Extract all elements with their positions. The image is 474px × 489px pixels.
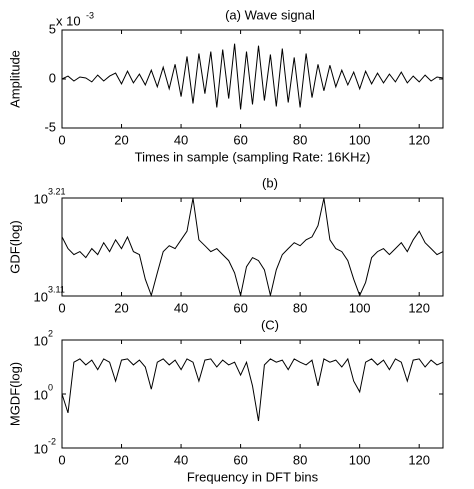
y-multiplier-exponent: -3 (86, 10, 94, 20)
y-axis-label: Amplitude (7, 50, 22, 108)
y-tick-exponent: 2 (48, 328, 53, 338)
x-tick-label: 0 (58, 132, 65, 147)
x-tick-label: 40 (174, 300, 188, 315)
x-tick-label: 0 (58, 452, 65, 467)
chart-title: (C) (261, 317, 279, 332)
x-tick-label: 80 (293, 132, 307, 147)
y-tick-label: 5 (49, 21, 56, 36)
signal-line (61, 357, 444, 422)
x-tick-label: 100 (349, 452, 371, 467)
x-tick-label: 40 (174, 452, 188, 467)
y-multiplier: x 10 (56, 13, 81, 28)
y-tick-label: 0 (49, 70, 56, 85)
x-axis-label: Times in sample (sampling Rate: 16KHz) (135, 149, 371, 164)
signal-line (61, 198, 444, 298)
y-tick-label: 10 (34, 289, 48, 304)
signal-line (61, 43, 444, 110)
x-tick-label: 60 (233, 300, 247, 315)
x-tick-label: 60 (233, 132, 247, 147)
x-tick-label: 20 (114, 300, 128, 315)
y-tick-label: 10 (34, 191, 48, 206)
y-tick-label: 10 (34, 387, 48, 402)
y-tick-exponent: 3.21 (48, 186, 66, 196)
x-tick-label: 100 (349, 300, 371, 315)
x-tick-label: 120 (408, 452, 430, 467)
x-axis-label: Frequency in DFT bins (187, 469, 319, 484)
x-tick-label: 80 (293, 452, 307, 467)
y-tick-label: 10 (34, 441, 48, 456)
y-tick-exponent: -2 (48, 436, 56, 446)
y-axis-label: MGDF(log) (7, 362, 22, 426)
x-tick-label: 20 (114, 452, 128, 467)
x-tick-label: 60 (233, 452, 247, 467)
x-tick-label: 0 (58, 300, 65, 315)
y-tick-exponent: 0 (48, 382, 53, 392)
y-tick-label: 10 (34, 333, 48, 348)
x-tick-label: 20 (114, 132, 128, 147)
x-tick-label: 120 (408, 132, 430, 147)
chart-title: (a) Wave signal (225, 7, 315, 22)
x-tick-label: 120 (408, 300, 430, 315)
axes-box (61, 339, 444, 449)
y-axis-label: GDF(log) (7, 220, 22, 273)
chart-title: (b) (262, 175, 278, 190)
axes-box (61, 197, 444, 297)
x-tick-label: 40 (174, 132, 188, 147)
x-tick-label: 100 (349, 132, 371, 147)
x-tick-label: 80 (293, 300, 307, 315)
y-tick-exponent: 3.11 (48, 284, 65, 294)
y-tick-label: -5 (44, 119, 56, 134)
